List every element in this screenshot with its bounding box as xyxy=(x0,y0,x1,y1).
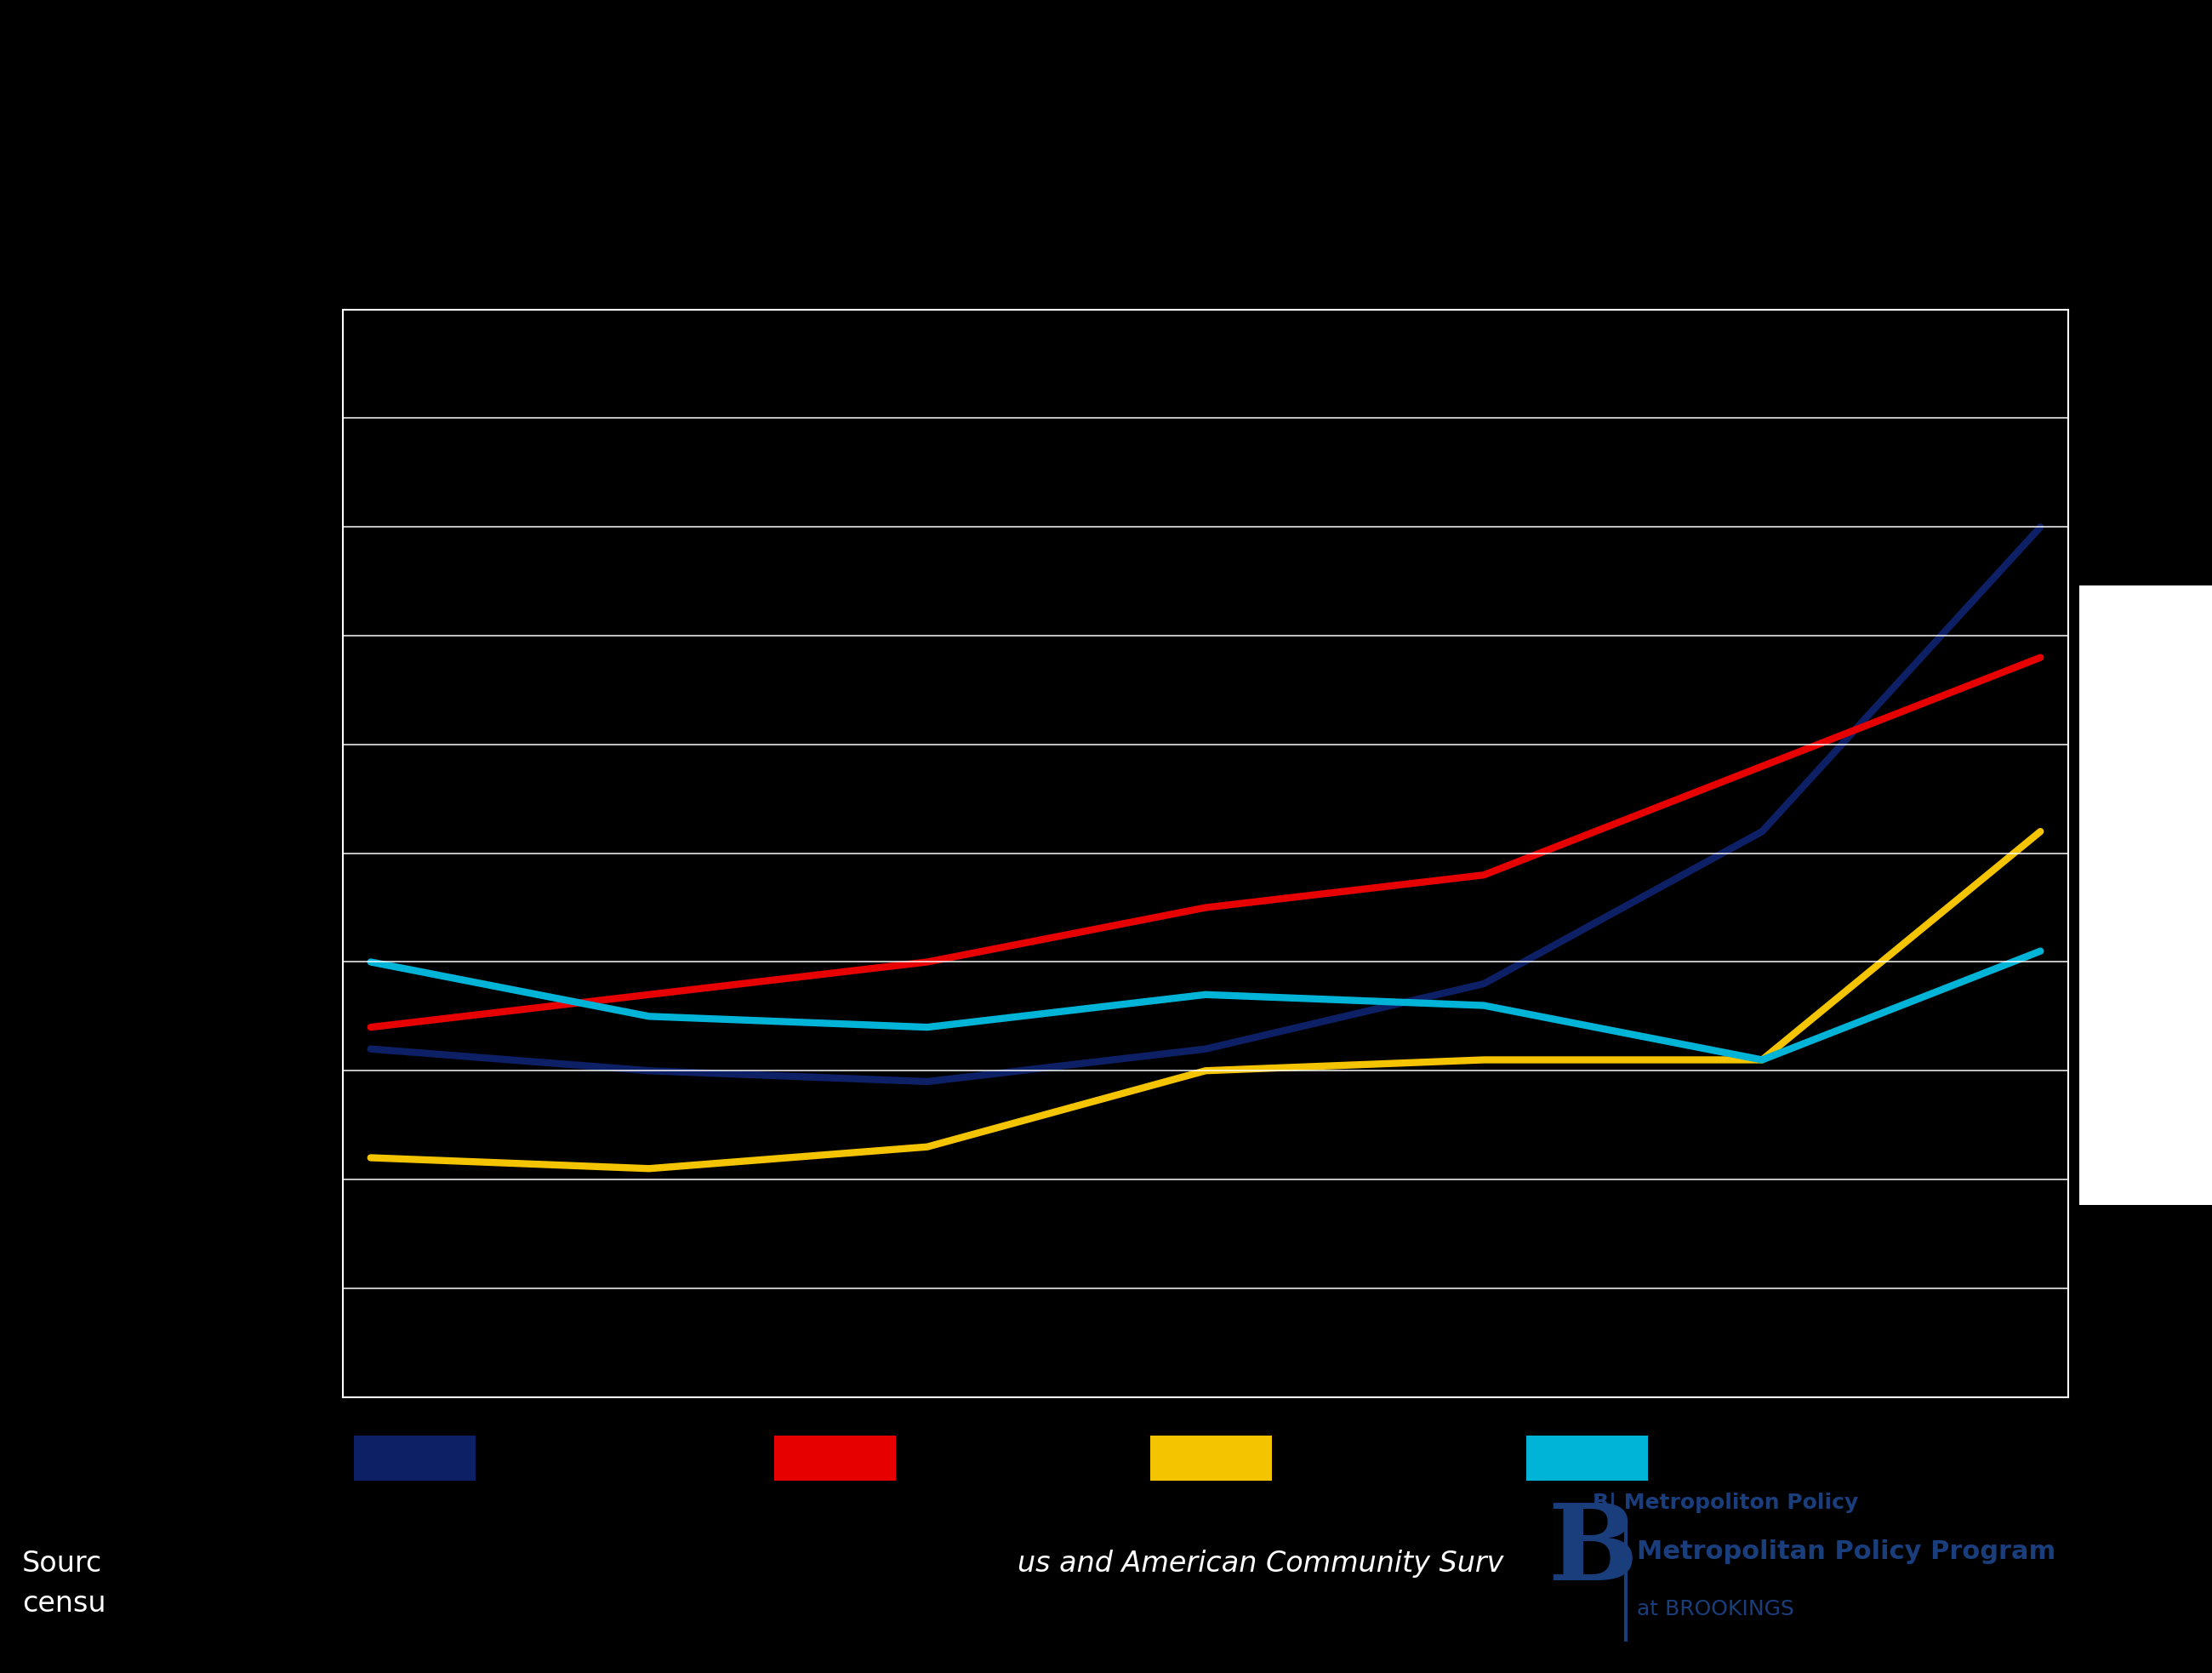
Text: Sourc: Sourc xyxy=(22,1549,102,1578)
Text: at BROOKINGS: at BROOKINGS xyxy=(1637,1599,1794,1619)
Text: censu: censu xyxy=(22,1589,106,1618)
Text: Metropolitan Policy Program: Metropolitan Policy Program xyxy=(1637,1539,2055,1564)
Text: us and American Community Surv: us and American Community Surv xyxy=(1018,1549,1504,1578)
Text: B| Metropoliton Policy: B| Metropoliton Policy xyxy=(1593,1492,1858,1514)
Text: B: B xyxy=(1548,1499,1637,1603)
